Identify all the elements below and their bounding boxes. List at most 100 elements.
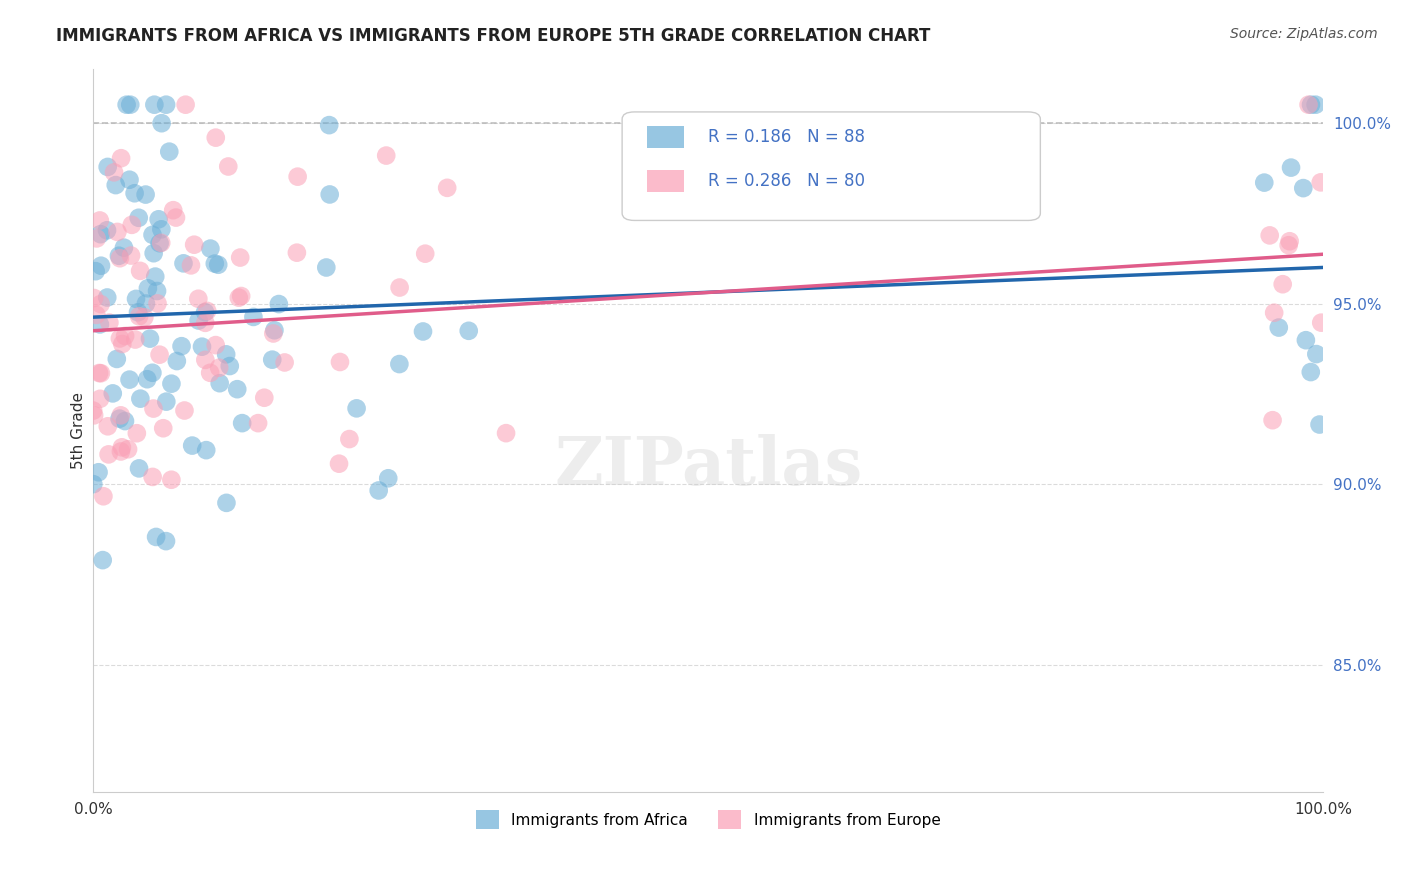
- Immigrants from Africa: [128, 211, 150, 225]
- Immigrants from Africa: [388, 357, 411, 371]
- Immigrants from Europe: [103, 165, 125, 179]
- Immigrants from Europe: [1258, 228, 1281, 243]
- Immigrants from Africa: [267, 297, 290, 311]
- Immigrants from Africa: [191, 340, 214, 354]
- Text: R = 0.286   N = 80: R = 0.286 N = 80: [709, 171, 865, 190]
- Immigrants from Africa: [200, 242, 222, 256]
- Text: Source: ZipAtlas.com: Source: ZipAtlas.com: [1230, 27, 1378, 41]
- Immigrants from Europe: [174, 97, 197, 112]
- Immigrants from Africa: [1279, 161, 1302, 175]
- Immigrants from Europe: [90, 366, 112, 380]
- Immigrants from Europe: [287, 169, 309, 184]
- Legend: Immigrants from Africa, Immigrants from Europe: Immigrants from Africa, Immigrants from …: [470, 804, 946, 835]
- Text: R = 0.186   N = 88: R = 0.186 N = 88: [709, 128, 865, 146]
- Immigrants from Africa: [150, 222, 173, 236]
- Immigrants from Europe: [93, 489, 115, 503]
- Immigrants from Europe: [180, 259, 202, 273]
- Immigrants from Europe: [146, 296, 169, 310]
- Immigrants from Africa: [1305, 97, 1327, 112]
- Immigrants from Europe: [86, 231, 108, 245]
- Immigrants from Africa: [315, 260, 337, 275]
- Immigrants from Africa: [136, 372, 159, 386]
- Immigrants from Africa: [1268, 320, 1291, 334]
- Immigrants from Europe: [82, 403, 104, 417]
- Immigrants from Africa: [155, 394, 177, 409]
- Immigrants from Africa: [263, 323, 285, 337]
- Immigrants from Africa: [318, 187, 340, 202]
- Immigrants from Africa: [160, 376, 183, 391]
- Immigrants from Europe: [285, 245, 308, 260]
- Immigrants from Africa: [135, 187, 157, 202]
- Immigrants from Europe: [495, 426, 517, 441]
- Immigrants from Africa: [181, 439, 204, 453]
- Immigrants from Europe: [198, 366, 221, 380]
- Immigrants from Africa: [118, 373, 141, 387]
- Text: IMMIGRANTS FROM AFRICA VS IMMIGRANTS FROM EUROPE 5TH GRADE CORRELATION CHART: IMMIGRANTS FROM AFRICA VS IMMIGRANTS FRO…: [56, 27, 931, 45]
- Immigrants from Europe: [413, 246, 436, 260]
- Y-axis label: 5th Grade: 5th Grade: [72, 392, 86, 468]
- Immigrants from Europe: [90, 297, 112, 311]
- Immigrants from Europe: [86, 308, 108, 322]
- Immigrants from Africa: [146, 284, 169, 298]
- Immigrants from Africa: [1309, 417, 1331, 432]
- Immigrants from Europe: [110, 409, 132, 423]
- Immigrants from Africa: [82, 477, 104, 491]
- Immigrants from Europe: [120, 248, 142, 262]
- Immigrants from Europe: [262, 326, 284, 341]
- Immigrants from Africa: [89, 318, 111, 332]
- Immigrants from Africa: [114, 414, 136, 428]
- Immigrants from Europe: [165, 211, 187, 225]
- Immigrants from Africa: [90, 227, 112, 242]
- Immigrants from Africa: [141, 227, 163, 242]
- Immigrants from Europe: [183, 237, 205, 252]
- Immigrants from Europe: [148, 348, 170, 362]
- Immigrants from Africa: [166, 354, 188, 368]
- Immigrants from Europe: [110, 151, 132, 165]
- Immigrants from Europe: [204, 130, 226, 145]
- Immigrants from Europe: [83, 291, 105, 305]
- Immigrants from Africa: [101, 386, 124, 401]
- Immigrants from Africa: [141, 366, 163, 380]
- Immigrants from Europe: [231, 289, 253, 303]
- Immigrants from Africa: [208, 376, 231, 391]
- Immigrants from Europe: [339, 432, 361, 446]
- Immigrants from Europe: [87, 366, 110, 380]
- Immigrants from Europe: [89, 213, 111, 227]
- Immigrants from Europe: [150, 235, 173, 250]
- Immigrants from Africa: [97, 160, 120, 174]
- Immigrants from Africa: [84, 264, 107, 278]
- Immigrants from Europe: [1278, 234, 1301, 248]
- Immigrants from Europe: [142, 401, 165, 416]
- Immigrants from Europe: [273, 355, 295, 369]
- Immigrants from Africa: [170, 339, 193, 353]
- Immigrants from Europe: [1278, 238, 1301, 252]
- Immigrants from Europe: [129, 264, 152, 278]
- Immigrants from Europe: [217, 160, 239, 174]
- Immigrants from Europe: [125, 426, 148, 441]
- Immigrants from Europe: [436, 181, 458, 195]
- Immigrants from Africa: [127, 305, 149, 319]
- Immigrants from Europe: [97, 419, 120, 434]
- Immigrants from Europe: [98, 316, 121, 330]
- Immigrants from Africa: [108, 411, 131, 425]
- Immigrants from Africa: [367, 483, 389, 498]
- Immigrants from Europe: [1298, 97, 1320, 112]
- Immigrants from Europe: [124, 333, 146, 347]
- Immigrants from Africa: [1253, 176, 1275, 190]
- Immigrants from Europe: [194, 316, 217, 330]
- Immigrants from Africa: [155, 534, 177, 549]
- Immigrants from Europe: [388, 280, 411, 294]
- Immigrants from Africa: [87, 465, 110, 479]
- Immigrants from Europe: [134, 310, 156, 325]
- Immigrants from Africa: [128, 461, 150, 475]
- Immigrants from Africa: [142, 246, 165, 260]
- Immigrants from Africa: [118, 172, 141, 186]
- Immigrants from Africa: [318, 118, 340, 132]
- Immigrants from Africa: [173, 256, 195, 270]
- Immigrants from Africa: [215, 347, 238, 361]
- Immigrants from Europe: [208, 360, 231, 375]
- Immigrants from Africa: [115, 97, 138, 112]
- Immigrants from Europe: [228, 291, 250, 305]
- Immigrants from Europe: [105, 225, 128, 239]
- Immigrants from Europe: [1263, 306, 1285, 320]
